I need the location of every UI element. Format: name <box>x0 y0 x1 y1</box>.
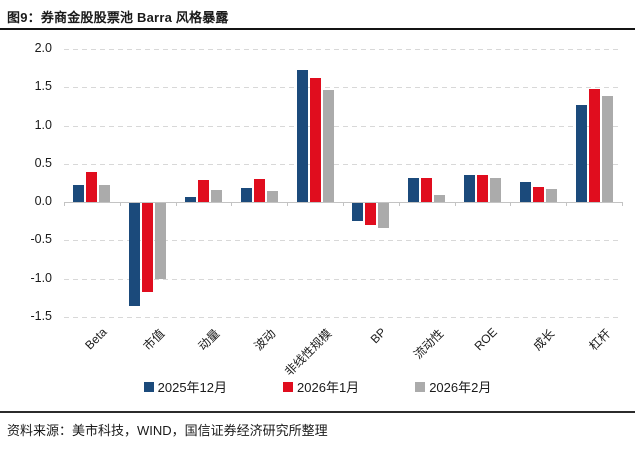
bar-2026年1月-流动性 <box>421 178 433 203</box>
legend-swatch-icon <box>283 381 294 392</box>
gridline <box>64 240 622 242</box>
bar-2026年1月-杠杆 <box>588 88 600 203</box>
x-category-label: BP <box>367 325 389 347</box>
bar-2026年1月-BP <box>365 203 377 226</box>
x-category-label: 流动性 <box>410 326 447 362</box>
y-tick-label: -1.5 <box>30 309 52 323</box>
bar-2026年1月-波动 <box>253 179 265 203</box>
axis-tick <box>64 202 65 207</box>
y-tick-label: 2.0 <box>34 41 52 55</box>
bar-2026年2月-ROE <box>490 177 501 203</box>
x-category-label: Beta <box>82 325 110 353</box>
axis-tick <box>175 202 177 207</box>
gridline <box>64 163 622 165</box>
bar-2025年12月-波动 <box>240 188 252 203</box>
figure-title: 图9：券商金股股票池 Barra 风格暴露 <box>7 10 229 25</box>
bar-2025年12月-Beta <box>73 184 85 203</box>
legend-swatch-icon <box>415 381 426 392</box>
legend-label: 2025年12月 <box>157 380 228 395</box>
y-tick-label: -1.0 <box>30 270 52 285</box>
axis-tick <box>566 202 568 207</box>
y-tick-label: -0.5 <box>30 232 52 247</box>
axis-tick <box>119 202 121 207</box>
x-category-label: 成长 <box>530 326 558 354</box>
bar-2025年12月-BP <box>352 203 364 222</box>
y-tick-label: 0.5 <box>34 155 52 170</box>
bar-2026年1月-成长 <box>532 186 544 203</box>
bar-2026年1月-市值 <box>142 203 154 292</box>
bar-2026年1月-动量 <box>198 179 209 203</box>
x-category-label: 非线性规模 <box>282 326 335 379</box>
bar-2026年2月-流动性 <box>434 194 446 203</box>
axis-tick <box>231 202 233 207</box>
legend-label: 2026年2月 <box>429 380 492 395</box>
axis-tick <box>287 202 289 207</box>
bar-2026年2月-动量 <box>211 189 222 203</box>
footer-divider <box>0 411 635 413</box>
axis-tick <box>454 202 456 207</box>
bar-2025年12月-非线性规模 <box>296 69 308 203</box>
barra-exposure-bar-chart: Beta 市值 动量 波动 非线性规模 BP 流动性 ROE 成长 杠杆 <box>64 49 623 379</box>
bar-2025年12月-流动性 <box>408 177 420 203</box>
x-category-label: 市值 <box>140 326 168 354</box>
bar-2026年2月-波动 <box>266 191 278 203</box>
axis-tick <box>622 202 623 207</box>
y-tick-label: 1.0 <box>34 117 52 132</box>
y-tick-label: 0.0 <box>34 194 52 209</box>
bar-2026年2月-杠杆 <box>601 95 613 203</box>
bar-2026年1月-非线性规模 <box>309 78 321 203</box>
bar-2026年1月-ROE <box>477 174 488 203</box>
legend-item: 2026年1月 <box>283 377 359 396</box>
bar-2026年1月-Beta <box>86 171 98 203</box>
x-category-label: 杠杆 <box>586 326 614 354</box>
legend-label: 2026年1月 <box>297 380 360 395</box>
gridline <box>64 317 622 318</box>
legend-swatch-icon <box>143 381 154 392</box>
bar-2025年12月-动量 <box>185 196 196 203</box>
gridline <box>64 278 622 280</box>
axis-tick <box>343 202 344 207</box>
bar-2025年12月-杠杆 <box>575 104 587 203</box>
bar-2025年12月-市值 <box>129 203 141 306</box>
source-note: 资料来源：美市科技，WIND，国信证券经济研究所整理 <box>7 423 328 438</box>
x-category-label: 动量 <box>195 326 223 354</box>
x-category-label: ROE <box>472 325 501 354</box>
bar-2026年2月-非线性规模 <box>322 90 334 203</box>
title-divider <box>0 28 635 30</box>
gridline <box>64 49 622 50</box>
chart-legend: 2025年12月 2026年1月 2026年2月 <box>0 377 635 396</box>
bar-2026年2月-市值 <box>155 203 167 279</box>
gridline <box>64 125 622 127</box>
bar-2026年2月-成长 <box>545 189 557 203</box>
x-category-label: 波动 <box>251 326 279 354</box>
axis-tick <box>398 202 400 207</box>
bar-2025年12月-ROE <box>464 175 475 203</box>
bar-2025年12月-成长 <box>519 181 531 203</box>
bar-2026年2月-BP <box>378 203 390 228</box>
legend-item: 2026年2月 <box>415 377 491 396</box>
y-tick-label: 1.5 <box>34 79 52 94</box>
bar-2026年2月-Beta <box>99 185 111 203</box>
legend-item: 2025年12月 <box>143 377 228 396</box>
axis-tick <box>510 202 512 207</box>
gridline <box>64 87 622 89</box>
